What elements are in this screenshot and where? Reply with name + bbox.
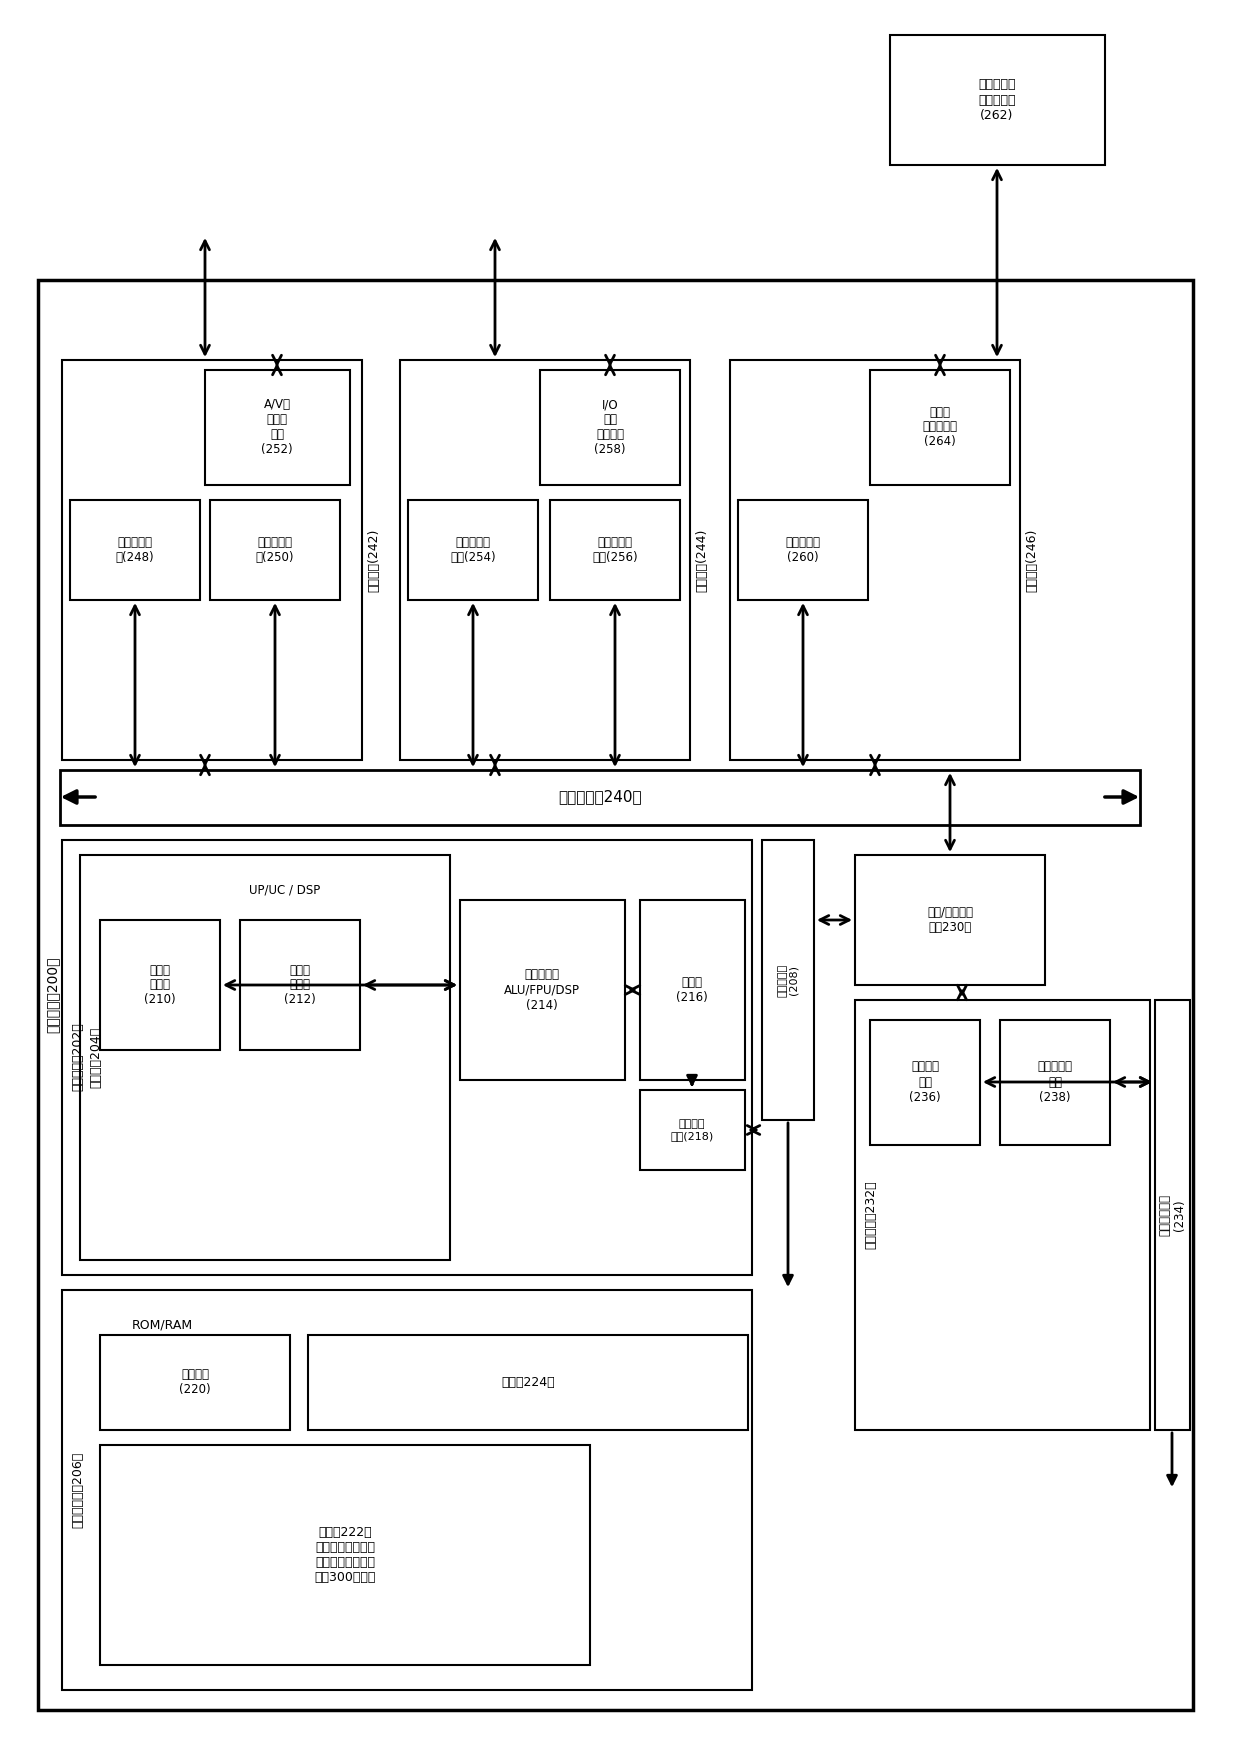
Text: 处理器（204）: 处理器（204）: [89, 1027, 103, 1087]
Text: 图像处理单
元(248): 图像处理单 元(248): [115, 537, 154, 565]
Bar: [738, 500, 868, 599]
Text: 一级高
速缓存
(210): 一级高 速缓存 (210): [144, 964, 176, 1006]
Text: 不可移除储
存器
(238): 不可移除储 存器 (238): [1038, 1061, 1073, 1103]
Text: 网络控制器
(260): 网络控制器 (260): [785, 537, 821, 565]
Bar: [1154, 1001, 1190, 1430]
Bar: [870, 1020, 980, 1145]
Text: 通信设备(246): 通信设备(246): [1025, 528, 1039, 592]
Bar: [241, 921, 360, 1049]
Bar: [539, 370, 680, 485]
Text: 其他计算设
备（多个）
(262): 其他计算设 备（多个） (262): [978, 78, 1016, 122]
Bar: [856, 1001, 1149, 1430]
Text: 总线/接口控制
器（230）: 总线/接口控制 器（230）: [928, 907, 973, 935]
Text: ROM/RAM: ROM/RAM: [131, 1318, 192, 1332]
Bar: [763, 841, 813, 1120]
Text: 输出设备(242): 输出设备(242): [367, 528, 381, 592]
Bar: [81, 855, 450, 1259]
Bar: [62, 360, 362, 761]
Text: 数据（224）: 数据（224）: [501, 1376, 554, 1388]
Bar: [870, 370, 1011, 485]
Bar: [308, 1336, 748, 1430]
Bar: [640, 900, 745, 1080]
Text: 存储器控
制器(218): 存储器控 制器(218): [671, 1119, 714, 1141]
Text: 储存设备（232）: 储存设备（232）: [864, 1181, 878, 1249]
Bar: [890, 35, 1105, 165]
Text: 接口总线（240）: 接口总线（240）: [558, 790, 642, 804]
Text: 可移除储
存器
(236): 可移除储 存器 (236): [909, 1061, 941, 1103]
Text: 音频处理单
元(250): 音频处理单 元(250): [255, 537, 294, 565]
Text: 程序（222）
用于执行根据本发
明的网络故障检测
方法300的指令: 程序（222） 用于执行根据本发 明的网络故障检测 方法300的指令: [314, 1527, 376, 1584]
Text: 基本配置（202）: 基本配置（202）: [72, 1023, 84, 1091]
Bar: [62, 1291, 751, 1690]
Bar: [100, 921, 219, 1049]
Bar: [210, 500, 340, 599]
Text: 储存接口总线
(234): 储存接口总线 (234): [1158, 1193, 1185, 1237]
Bar: [100, 1336, 290, 1430]
Bar: [460, 900, 625, 1080]
Text: 操作系统
(220): 操作系统 (220): [180, 1369, 211, 1397]
Bar: [62, 841, 751, 1275]
Text: I/O
端口
（多个）
(258): I/O 端口 （多个） (258): [594, 398, 626, 457]
Text: 外围接口(244): 外围接口(244): [696, 528, 708, 592]
Bar: [69, 500, 200, 599]
Bar: [551, 500, 680, 599]
Text: A/V端
口（多
个）
(252): A/V端 口（多 个） (252): [262, 398, 293, 457]
Bar: [100, 1445, 590, 1666]
Bar: [408, 500, 538, 599]
Text: 系统存储器（206）: 系统存储器（206）: [72, 1452, 84, 1529]
Text: 寄存器
(216): 寄存器 (216): [676, 976, 708, 1004]
Bar: [38, 280, 1193, 1709]
Bar: [856, 855, 1045, 985]
Text: 并行接口控
制器(256): 并行接口控 制器(256): [593, 537, 637, 565]
Text: 二级高
速缓存
(212): 二级高 速缓存 (212): [284, 964, 316, 1006]
Bar: [730, 360, 1021, 761]
Bar: [401, 360, 689, 761]
Bar: [999, 1020, 1110, 1145]
Text: 通信端
口（多个）
(264): 通信端 口（多个） (264): [923, 405, 957, 448]
Text: UP/UC / DSP: UP/UC / DSP: [249, 884, 321, 896]
Bar: [60, 769, 1140, 825]
Text: 处理器核心
ALU/FPU/DSP
(214): 处理器核心 ALU/FPU/DSP (214): [503, 969, 580, 1011]
Text: 串行接口控
制器(254): 串行接口控 制器(254): [450, 537, 496, 565]
Bar: [640, 1091, 745, 1171]
Text: 存储器总线
(208): 存储器总线 (208): [777, 964, 799, 997]
Bar: [205, 370, 350, 485]
Text: 计算设备（200）: 计算设备（200）: [45, 957, 60, 1034]
